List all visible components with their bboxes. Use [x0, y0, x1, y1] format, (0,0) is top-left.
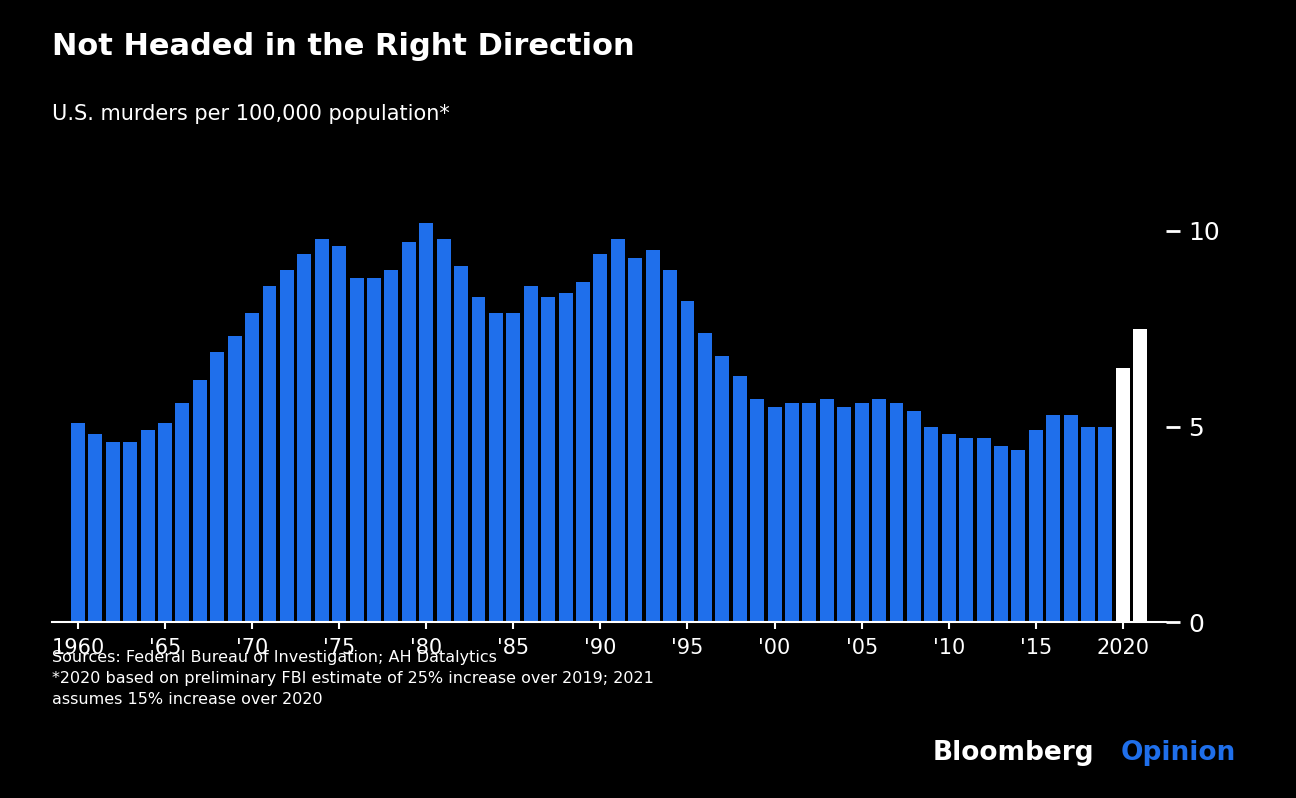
- Bar: [959, 438, 973, 622]
- Text: U.S. murders per 100,000 population*: U.S. murders per 100,000 population*: [52, 104, 450, 124]
- Bar: [575, 282, 590, 622]
- Bar: [942, 434, 955, 622]
- Bar: [610, 239, 625, 622]
- Bar: [785, 403, 798, 622]
- Bar: [977, 438, 990, 622]
- Bar: [767, 407, 781, 622]
- Bar: [559, 294, 573, 622]
- Bar: [629, 258, 643, 622]
- Bar: [1099, 427, 1112, 622]
- Bar: [680, 301, 695, 622]
- Bar: [141, 430, 154, 622]
- Bar: [210, 352, 224, 622]
- Bar: [158, 423, 172, 622]
- Bar: [193, 380, 207, 622]
- Bar: [1029, 430, 1043, 622]
- Text: Bloomberg: Bloomberg: [933, 740, 1095, 766]
- Text: Opinion: Opinion: [1121, 740, 1236, 766]
- Bar: [732, 376, 746, 622]
- Bar: [350, 278, 364, 622]
- Bar: [175, 403, 189, 622]
- Text: Sources: Federal Bureau of Investigation; AH Datalytics
*2020 based on prelimina: Sources: Federal Bureau of Investigation…: [52, 650, 653, 707]
- Bar: [332, 247, 346, 622]
- Bar: [542, 298, 555, 622]
- Bar: [1081, 427, 1095, 622]
- Bar: [907, 411, 921, 622]
- Bar: [385, 270, 398, 622]
- Bar: [924, 427, 938, 622]
- Bar: [1133, 329, 1147, 622]
- Bar: [1116, 368, 1130, 622]
- Bar: [837, 407, 851, 622]
- Bar: [454, 266, 468, 622]
- Bar: [854, 403, 868, 622]
- Text: Not Headed in the Right Direction: Not Headed in the Right Direction: [52, 32, 635, 61]
- Bar: [71, 423, 86, 622]
- Bar: [889, 403, 903, 622]
- Bar: [699, 333, 712, 622]
- Bar: [594, 255, 608, 622]
- Bar: [263, 286, 276, 622]
- Bar: [280, 270, 294, 622]
- Bar: [297, 255, 311, 622]
- Bar: [664, 270, 677, 622]
- Bar: [437, 239, 451, 622]
- Bar: [507, 313, 520, 622]
- Bar: [315, 239, 329, 622]
- Bar: [994, 446, 1008, 622]
- Bar: [472, 298, 486, 622]
- Bar: [1064, 415, 1077, 622]
- Bar: [489, 313, 503, 622]
- Bar: [123, 442, 137, 622]
- Bar: [524, 286, 538, 622]
- Bar: [872, 399, 886, 622]
- Bar: [802, 403, 816, 622]
- Bar: [1011, 450, 1025, 622]
- Bar: [715, 356, 730, 622]
- Bar: [420, 223, 433, 622]
- Bar: [1046, 415, 1060, 622]
- Bar: [88, 434, 102, 622]
- Bar: [820, 399, 833, 622]
- Bar: [750, 399, 765, 622]
- Bar: [106, 442, 119, 622]
- Bar: [402, 243, 416, 622]
- Bar: [367, 278, 381, 622]
- Bar: [228, 337, 241, 622]
- Bar: [245, 313, 259, 622]
- Bar: [645, 251, 660, 622]
